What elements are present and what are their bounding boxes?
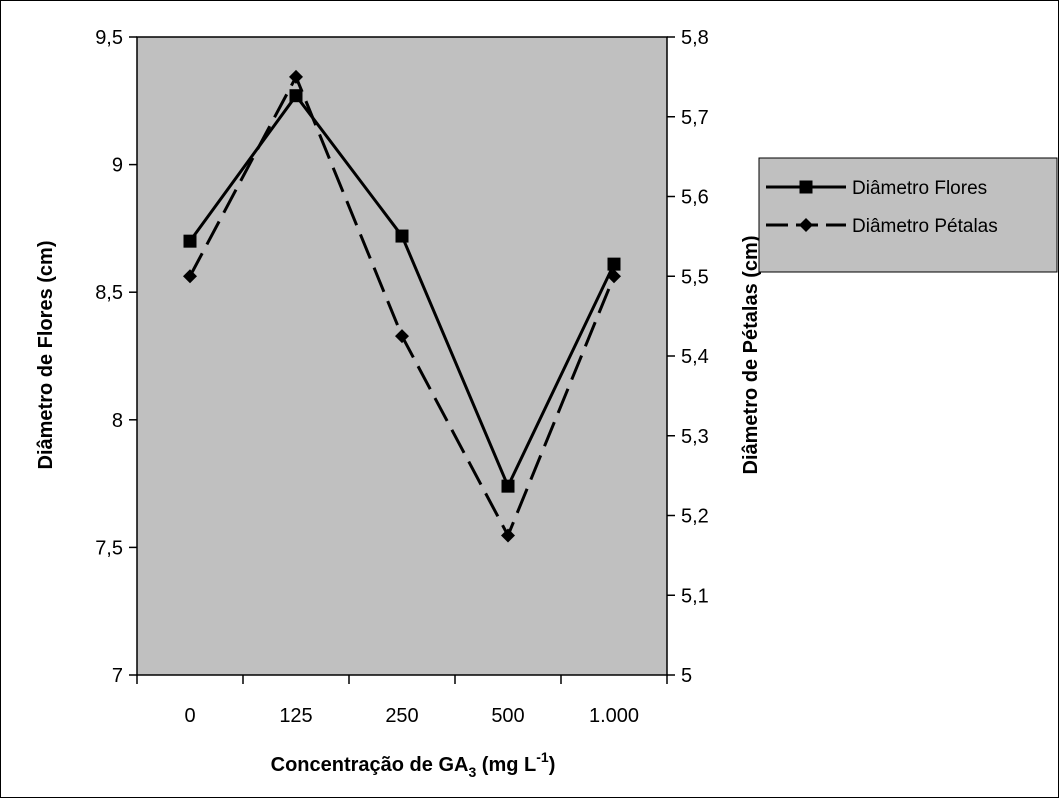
data-point [395,329,409,344]
right-tick-label: 5,4 [681,346,709,368]
right-tick-label: 5 [681,665,692,687]
right-axis-title: Diâmetro de Pétalas (cm) [740,236,762,475]
right-tick-label: 5,1 [681,585,709,607]
data-point [395,229,409,243]
data-point [501,528,515,543]
legend-label: Diâmetro Pétalas [852,216,998,237]
plot-area [136,36,668,676]
x-tick-label: 125 [279,705,312,727]
x-axis-title: Concentração de GA3 (mg L-1) [271,749,556,780]
x-tick-label: 250 [385,705,418,727]
data-point [289,69,303,84]
data-point [607,257,621,271]
right-tick-label: 5,2 [681,506,709,528]
legend-marker [799,218,813,232]
right-tick-label: 5,7 [681,107,709,129]
data-point [183,269,197,284]
right-tick-label: 5,3 [681,426,709,448]
legend-box [758,157,1058,273]
right-tick-label: 5,8 [681,27,709,49]
left-tick-label: 9,5 [95,27,123,49]
legend: Diâmetro Flores Diâmetro Pétalas [758,157,1058,273]
data-point [501,479,515,493]
series-layer [183,69,621,543]
left-axis-title: Diâmetro de Flores (cm) [35,241,57,470]
left-axis-ticks: 7 7,5 8 8,5 9 9,5 [95,27,137,687]
left-tick-label: 7 [112,665,123,687]
x-tick-label: 1.000 [589,705,639,727]
legend-marker [799,180,813,194]
right-tick-label: 5,5 [681,266,709,288]
data-point [183,234,197,248]
right-tick-label: 5,6 [681,187,709,209]
left-tick-label: 9 [112,155,123,177]
left-tick-label: 8,5 [95,282,123,304]
data-point [289,89,303,103]
x-axis-ticks: 0 125 250 500 1.000 [136,675,668,727]
left-tick-label: 7,5 [95,537,123,559]
x-tick-label: 0 [184,705,195,727]
left-tick-label: 8 [112,410,123,432]
data-point [607,269,621,284]
legend-label: Diâmetro Flores [852,178,987,199]
x-tick-label: 500 [491,705,524,727]
right-axis-ticks: 5 5,1 5,2 5,3 5,4 5,5 5,6 5,7 5,8 [667,27,709,687]
